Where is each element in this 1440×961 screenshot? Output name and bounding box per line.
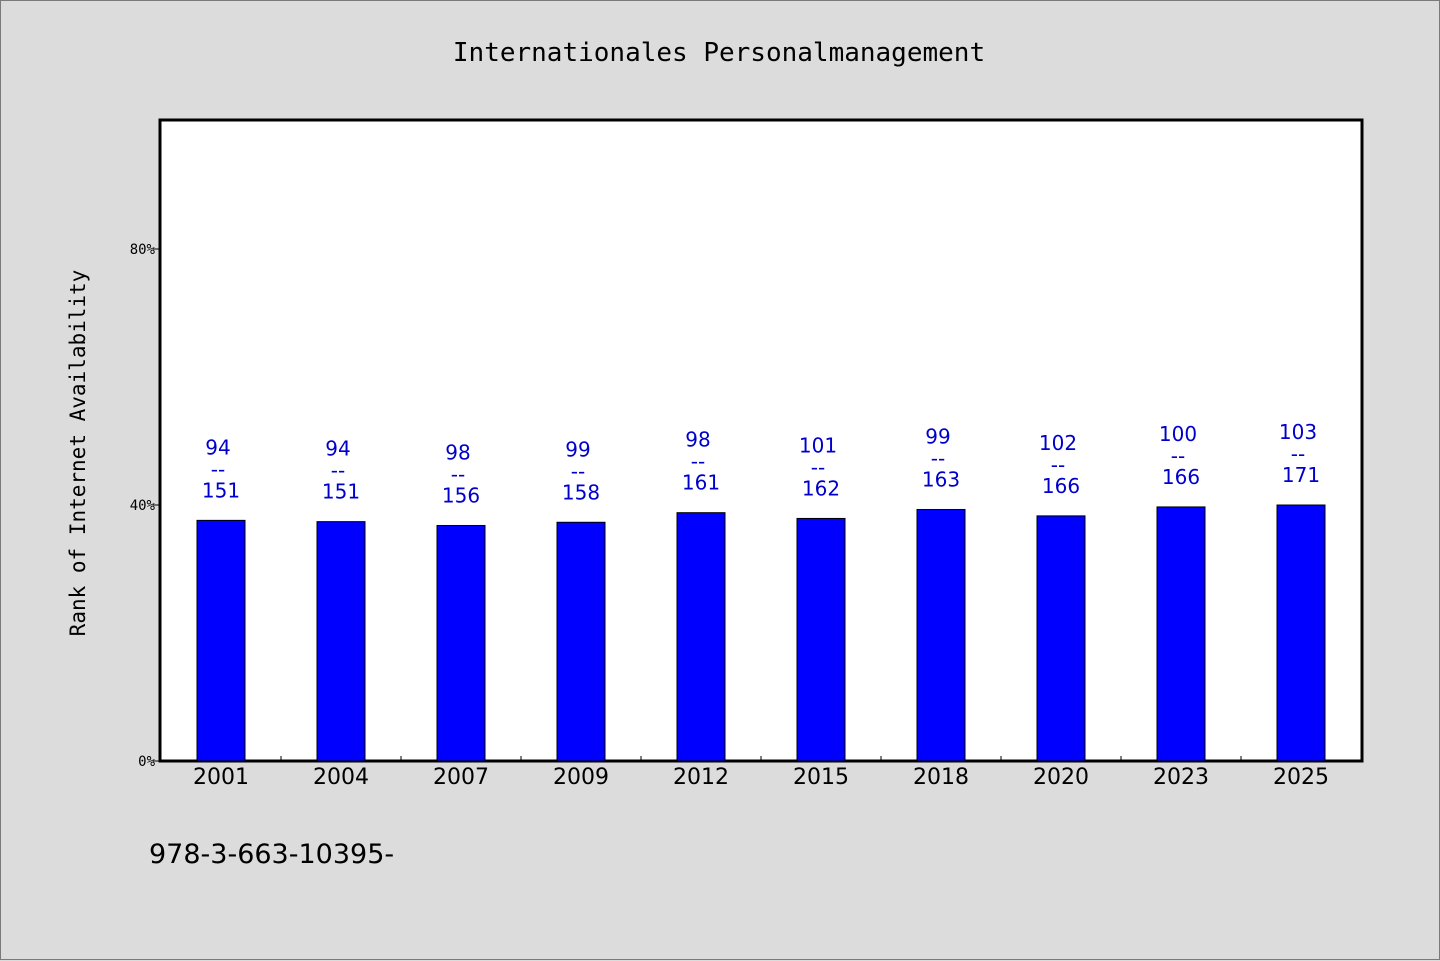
- x-tick-label: 2009: [553, 765, 609, 790]
- x-tick-label: 2012: [673, 765, 729, 790]
- data-label-separator: --: [1291, 442, 1305, 466]
- data-label-top: 94: [205, 435, 230, 459]
- bar-2007: [436, 524, 486, 762]
- data-label-separator: --: [811, 455, 825, 479]
- data-label-top: 94: [325, 437, 350, 461]
- x-axis: 2001 2004 2007 2009 2012 2015 2018 2020 2023 2025: [193, 756, 1329, 790]
- data-label-separator: --: [451, 462, 465, 486]
- y-tick-label: 80%: [130, 242, 156, 258]
- data-label-separator: --: [691, 450, 705, 474]
- x-tick-label: 2018: [913, 765, 969, 790]
- data-label-bottom: 156: [442, 483, 480, 507]
- bar-2009: [556, 521, 606, 762]
- data-label-separator: --: [1051, 453, 1065, 477]
- bar-2023: [1156, 506, 1206, 762]
- data-label-top: 99: [565, 437, 590, 461]
- data-label-bottom: 166: [1042, 474, 1080, 498]
- bar-2004: [316, 521, 366, 762]
- data-labels-group: 94--15194--15198--15699--15898--161101--…: [202, 420, 1320, 507]
- bar-2012: [676, 512, 726, 762]
- data-label-separator: --: [331, 459, 345, 483]
- data-label-bottom: 162: [802, 476, 840, 500]
- data-label-top: 99: [925, 424, 950, 448]
- data-label-bottom: 151: [202, 478, 240, 502]
- data-label-bottom: 171: [1282, 463, 1320, 487]
- data-label-separator: --: [931, 446, 945, 470]
- data-label-top: 100: [1159, 422, 1197, 446]
- data-label-separator: --: [571, 459, 585, 483]
- data-label-top: 98: [445, 440, 470, 464]
- bar-2025: [1276, 504, 1326, 762]
- y-axis: 0% 40% 80%: [130, 242, 161, 770]
- data-label-separator: --: [1171, 444, 1185, 468]
- x-tick-label: 2001: [193, 765, 249, 790]
- bar-2018: [916, 508, 966, 762]
- data-label-bottom: 166: [1162, 465, 1200, 489]
- bars-group: [196, 504, 1326, 762]
- data-label-top: 103: [1279, 420, 1317, 444]
- y-tick-label: 0%: [138, 754, 155, 770]
- x-tick-label: 2025: [1273, 765, 1329, 790]
- x-tick-label: 2023: [1153, 765, 1209, 790]
- bar-2020: [1036, 515, 1086, 762]
- footnote: 978-3-663-10395-: [149, 839, 394, 870]
- data-label-top: 98: [685, 428, 710, 452]
- bar-2015: [796, 517, 846, 762]
- x-tick-label: 2007: [433, 765, 489, 790]
- data-label-bottom: 151: [322, 480, 360, 504]
- data-label-bottom: 161: [682, 471, 720, 495]
- y-axis-label: Rank of Internet Availability: [66, 270, 90, 637]
- x-tick-label: 2004: [313, 765, 369, 790]
- data-label-top: 101: [799, 433, 837, 457]
- data-label-separator: --: [211, 457, 225, 481]
- data-label-top: 102: [1039, 431, 1077, 455]
- data-label-bottom: 158: [562, 480, 600, 504]
- bar-2001: [196, 519, 246, 762]
- chart-title: Internationales Personalmanagement: [453, 38, 985, 68]
- data-label-bottom: 163: [922, 467, 960, 491]
- x-tick-label: 2015: [793, 765, 849, 790]
- y-tick-label: 40%: [130, 498, 156, 514]
- x-tick-label: 2020: [1033, 765, 1089, 790]
